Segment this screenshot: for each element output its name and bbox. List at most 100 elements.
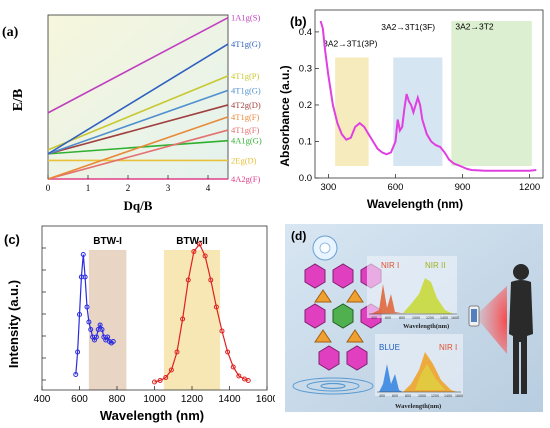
tick-bottom-5: 1400 [444,394,452,398]
emission-point-1-6 [185,277,191,283]
tanabe-label-5: 4T2g(D) [231,100,261,110]
band-label-0: 3A2→3T1(3P) [323,39,377,49]
tick-top-2: 800 [399,316,405,320]
emission-point-0-6 [84,304,90,310]
x-tick-label-b-2: 900 [455,182,471,193]
light-beam [475,286,507,354]
nir-spectrum-inset: NIR I NIR II 400 600 800 1000 1200 1400 … [367,256,459,330]
tick-top-1: 600 [385,316,391,320]
panel-label-c: (c) [4,232,20,247]
emission-point-1-5 [180,316,186,322]
human-silhouette-icon [509,264,533,394]
tanabe-label-4: 4T1g(F) [231,112,260,122]
x-tick-label-a-4: 4 [206,183,211,193]
emission-point-1-10 [208,277,214,283]
emission-chart: (c) Intensity (a.u.) Wavelength (nm) BTW… [4,225,275,423]
emission-point-0-13 [97,322,103,328]
y-tick-label-b-1: 0.1 [299,136,312,147]
btw-label-1: BTW-II [176,236,208,247]
emission-point-1-13 [225,349,231,355]
x-axis-label-a: Dq/B [124,198,153,213]
emission-point-0-8 [88,327,94,332]
y-tick-label-b-3: 0.3 [299,63,312,74]
tick-bottom-0: 400 [379,394,385,398]
blue-nir-spectrum-inset: BLUE NIR I 400 600 800 1000 1200 1400 16… [375,334,463,410]
emission-point-0-7 [86,319,92,325]
tick-top-4: 1200 [426,316,434,320]
tanabe-line-9 [47,16,229,114]
x-tick-label-a-2: 2 [126,183,131,193]
tanabe-label-7: 4T1g(P) [231,71,260,81]
x-axis-label-b: Wavelength (nm) [367,197,463,211]
band-label-2: 3A2→3T2 [455,21,494,31]
tick-bottom-6: 1600 [455,394,463,398]
crystal-structure-icon [304,263,382,371]
x-tick-label-b-1: 600 [388,182,404,193]
tanabe-label-3: 4T1g(F) [231,125,260,135]
absorption-band-2 [451,20,532,166]
y-tick-label-b-4: 0.4 [299,27,312,38]
water-ripple-icon [292,377,374,395]
tanabe-label-2: 4A1g(G) [231,136,262,146]
emission-point-1-3 [168,367,174,373]
emission-point-0-17 [105,334,111,340]
tick-bottom-1: 600 [392,394,398,398]
tick-bottom-3: 1000 [418,394,426,398]
emission-point-0-5 [82,274,88,280]
emission-point-1-7 [191,249,197,254]
y-axis-label-a: E/B [11,89,26,112]
phone-icon [468,305,480,327]
x-tick-label-b-3: 1200 [519,182,540,193]
panel-label-a: (a) [2,25,19,40]
x-tick-label-c-5: 1400 [218,394,241,405]
tanabe-line-3 [47,129,229,180]
tick-top-5: 1400 [440,316,448,320]
x-tick-label-a-0: 0 [46,183,51,193]
panel-label-d: (d) [291,229,306,243]
application-schematic: (d) NIR I NIR II 400 600 80 [285,224,543,412]
inset-top-xlabel: Wavelength(nm) [403,323,449,330]
absorption-band-0 [335,57,369,167]
tick-bottom-2: 800 [405,394,411,398]
btw-label-0: BTW-I [93,236,122,247]
water-drop-icon [312,235,338,261]
emission-point-0-20 [110,339,116,344]
emission-point-0-0 [73,372,79,377]
emission-point-1-1 [157,378,163,383]
tanabe-line-8 [47,43,229,155]
blue-label-bottom: BLUE [379,343,400,352]
x-tick-label-a-1: 1 [86,183,91,193]
tanabe-line-7 [47,75,229,151]
emission-point-1-12 [219,328,225,334]
panel-label-b: (b) [290,14,307,29]
emission-point-1-17 [245,378,251,383]
emission-point-1-11 [213,304,219,310]
x-tick-label-c-4: 1200 [181,394,204,405]
x-tick-label-c-0: 400 [34,394,51,405]
tanabe-label-8: 4T1g(G) [231,39,261,49]
nir2-label-top: NIR II [425,261,445,270]
x-tick-label-c-2: 800 [109,394,126,405]
band-label-1: 3A2→3T1(3F) [381,22,435,32]
emission-point-1-15 [236,373,242,379]
tanabe-label-0: 4A2g(F) [231,174,260,184]
x-tick-label-c-3: 1000 [143,394,166,405]
emission-point-0-2 [77,312,82,317]
tick-top-6: 1600 [451,316,459,320]
emission-point-1-9 [202,253,208,259]
tick-top-0: 400 [371,316,377,320]
emission-point-1-2 [163,375,169,380]
x-tick-label-b-0: 300 [320,182,336,193]
absorbance-curve [319,20,537,172]
y-tick-label-b-2: 0.2 [299,100,312,111]
tanabe-label-1: 2Eg(D) [231,155,257,165]
emission-point-0-11 [93,334,99,340]
emission-point-0-14 [99,327,105,332]
x-tick-label-c-1: 600 [71,394,88,405]
btw-band-1 [163,250,221,390]
absorbance-chart: (b) Absorbance (a.u.) Wavelength (nm) 3A… [278,9,544,211]
tick-bottom-4: 1200 [431,394,439,398]
tanabe-line-6 [47,89,229,155]
inset-bottom-xlabel: Wavelength(nm) [395,403,441,410]
